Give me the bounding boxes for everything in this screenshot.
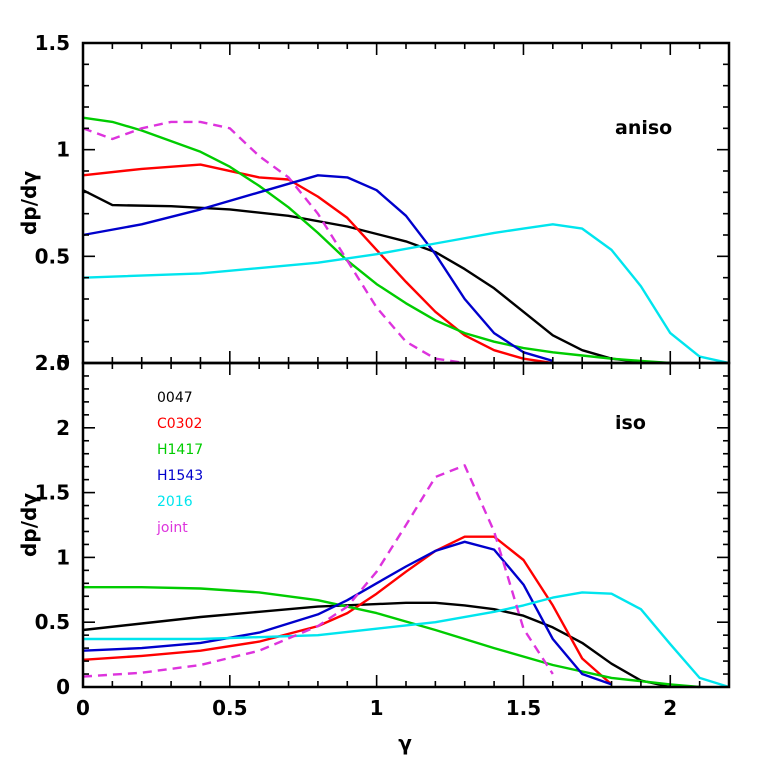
legend: 0047 C0302 H1417 H1543 2016 joint [156, 390, 203, 536]
top-series-2016 [82, 223, 730, 365]
top-panel-aniso: 0 0.5 1 1.5 aniso dp/dγ [17, 31, 731, 375]
x-tick-label: 0.5 [212, 696, 247, 720]
bottom-series-2016 [83, 591, 730, 689]
legend-entry-C0302: C0302 [157, 416, 202, 432]
top-plot-frame [81, 41, 731, 365]
top-series-layer [82, 116, 730, 365]
legend-entry-0047: 0047 [157, 390, 193, 406]
top-y-tick-label: 0 [56, 351, 70, 375]
top-series-joint [82, 120, 465, 365]
x-tick-label: 0 [76, 696, 90, 720]
top-ticks [82, 42, 730, 364]
top-series-C0302 [82, 163, 553, 365]
bottom-tick-labels: 00.511.522.50 0.5 1 1.5 2 [35, 351, 678, 720]
bottom-y-tick-label: 1 [56, 545, 70, 569]
legend-entry-joint: joint [156, 520, 188, 536]
x-tick-label: 1 [370, 696, 384, 720]
legend-entry-H1543: H1543 [157, 468, 203, 484]
bottom-y-tick-label: 0 [56, 675, 70, 699]
x-axis-title: γ [398, 731, 412, 755]
top-y-tick-label: 1 [56, 138, 70, 162]
x-tick-label: 1.5 [506, 696, 541, 720]
bottom-y-tick-label: 2.5 [35, 351, 70, 375]
top-series-H1417 [82, 116, 671, 365]
bottom-ticks [82, 362, 730, 688]
top-y-tick-label: 0.5 [35, 244, 70, 268]
top-y-tick-label: 1.5 [35, 31, 70, 55]
top-y-axis-title: dp/dγ [17, 171, 41, 235]
bottom-series-0047 [82, 601, 671, 689]
bottom-series-C0302 [82, 535, 613, 686]
bottom-series-H1417 [83, 586, 700, 689]
bottom-y-axis-title: dp/dγ [17, 493, 41, 557]
top-series-H1543 [82, 174, 554, 363]
top-series-0047 [82, 189, 671, 365]
bottom-panel-iso: 00.511.522.50 0.5 1 1.5 2 iso dp/dγ 0047C030… [17, 351, 731, 720]
top-panel-label: aniso [615, 117, 672, 139]
bottom-series-layer [82, 464, 730, 689]
x-tick-label: 2 [663, 696, 677, 720]
top-tick-labels: 0 0.5 1 1.5 [35, 31, 70, 375]
bottom-series-joint [82, 464, 554, 678]
bottom-panel-label: iso [615, 412, 646, 434]
legend-entry-H1417: H1417 [157, 442, 203, 458]
legend-entry-2016: 2016 [157, 494, 193, 510]
bottom-y-tick-label: 0.5 [35, 610, 70, 634]
bottom-y-tick-label: 2 [56, 416, 70, 440]
bottom-y-tick-label: 1.5 [35, 481, 70, 505]
